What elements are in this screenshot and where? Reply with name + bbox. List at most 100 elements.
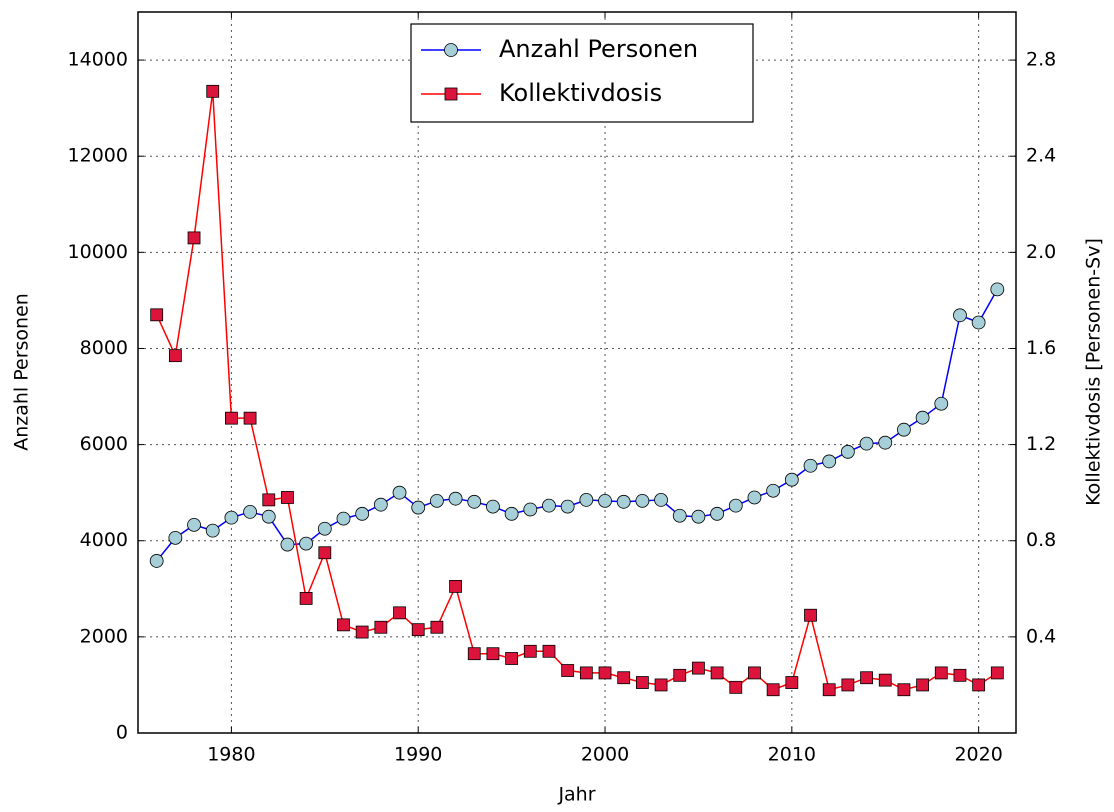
data-point xyxy=(281,491,294,504)
data-point xyxy=(560,499,575,514)
data-point xyxy=(840,444,855,459)
data-point xyxy=(262,493,276,507)
data-point xyxy=(486,499,500,514)
data-point xyxy=(691,509,706,524)
data-point xyxy=(672,508,687,523)
data-point xyxy=(467,494,482,509)
data-point xyxy=(299,536,314,551)
data-point xyxy=(542,644,556,658)
data-point xyxy=(168,349,182,363)
series-line xyxy=(156,288,998,562)
data-point xyxy=(990,666,1004,680)
data-point xyxy=(822,454,837,469)
data-point xyxy=(243,411,257,425)
data-point xyxy=(654,678,668,692)
data-point xyxy=(878,435,893,450)
data-point xyxy=(579,666,593,680)
data-point xyxy=(784,472,799,487)
data-point xyxy=(728,498,743,513)
data-point xyxy=(486,647,500,661)
y2-tick-label: 0.4 xyxy=(1026,625,1056,647)
data-point xyxy=(915,410,930,425)
data-point xyxy=(355,625,369,639)
data-point xyxy=(990,282,1005,297)
data-point xyxy=(505,652,519,665)
y-tick-label: 6000 xyxy=(80,433,128,455)
y2-tick-label: 2.0 xyxy=(1026,241,1056,263)
data-point xyxy=(971,315,986,330)
data-point xyxy=(729,680,743,694)
data-point xyxy=(504,506,519,521)
legend-marker xyxy=(444,43,458,57)
data-point xyxy=(598,493,612,508)
x-tick-label: 2010 xyxy=(768,744,816,766)
data-point xyxy=(878,673,892,687)
data-point xyxy=(766,483,781,498)
y-tick-label: 2000 xyxy=(80,625,128,647)
data-point xyxy=(897,422,911,437)
data-point xyxy=(430,620,444,634)
x-tick-label: 1980 xyxy=(207,744,255,766)
data-point xyxy=(860,671,873,685)
y-tick-label: 0 xyxy=(116,722,128,744)
data-point xyxy=(747,490,762,505)
data-point xyxy=(337,618,350,632)
y2-tick-label: 2.4 xyxy=(1026,145,1056,167)
data-point xyxy=(429,493,444,508)
data-point xyxy=(916,678,929,692)
data-point xyxy=(187,231,201,245)
y-tick-label: 10000 xyxy=(68,241,128,263)
data-point xyxy=(934,396,949,411)
data-point xyxy=(467,647,481,661)
data-point xyxy=(280,537,295,552)
y-tick-label: 8000 xyxy=(80,337,128,359)
data-point xyxy=(224,510,239,525)
legend-label: Kollektivdosis xyxy=(499,79,662,107)
y-tick-label: 14000 xyxy=(68,49,128,71)
series-line xyxy=(155,91,998,691)
data-point xyxy=(766,683,780,697)
data-point xyxy=(710,666,724,680)
data-point xyxy=(261,509,276,524)
x-tick-label: 1990 xyxy=(394,744,442,766)
legend-label: Anzahl Personen xyxy=(499,35,698,63)
x-tick-label: 2020 xyxy=(954,744,1002,766)
data-point xyxy=(225,411,238,425)
x-tick-label: 2000 xyxy=(581,744,629,766)
y2-tick-label: 1.6 xyxy=(1026,337,1056,359)
data-point xyxy=(542,498,556,513)
y-tick-label: 4000 xyxy=(80,529,128,551)
data-point xyxy=(206,84,220,98)
y2-axis-label: Kollektivdosis [Personen-Sv] xyxy=(1083,238,1105,506)
data-point xyxy=(934,666,948,680)
data-point xyxy=(448,491,463,506)
data-point xyxy=(635,493,650,508)
data-point xyxy=(150,308,164,322)
y-axis-label: Anzahl Personen xyxy=(11,293,33,451)
data-point xyxy=(392,485,407,500)
data-point xyxy=(393,606,406,620)
y2-tick-label: 0.8 xyxy=(1026,529,1056,551)
data-point xyxy=(822,683,836,697)
y-tick-label: 12000 xyxy=(68,145,128,167)
data-point xyxy=(187,517,201,532)
legend-marker xyxy=(444,87,458,101)
data-point xyxy=(449,579,462,593)
data-point xyxy=(953,668,967,682)
data-point xyxy=(785,676,799,689)
data-point xyxy=(710,506,725,521)
data-point xyxy=(336,511,351,526)
data-point xyxy=(635,676,649,689)
data-point xyxy=(523,502,538,517)
data-point xyxy=(205,523,220,538)
data-point xyxy=(897,683,911,697)
data-point xyxy=(579,492,594,507)
data-point xyxy=(598,666,612,680)
data-point xyxy=(654,492,668,507)
y2-tick-label: 1.2 xyxy=(1026,433,1056,455)
data-point xyxy=(859,436,874,451)
data-point xyxy=(803,458,818,473)
data-point xyxy=(243,504,257,519)
data-point xyxy=(373,497,388,512)
data-point xyxy=(561,664,575,677)
